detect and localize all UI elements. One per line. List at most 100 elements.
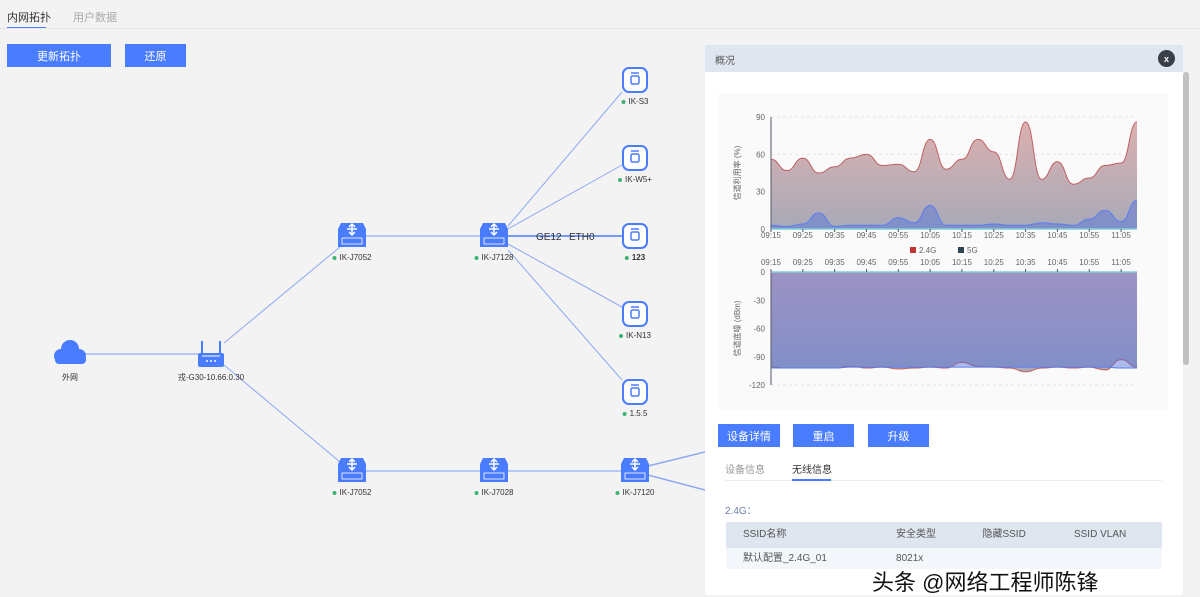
status-online-dot — [618, 177, 623, 182]
x-tick-label: 10:25 — [984, 231, 1005, 240]
status-online-dot — [615, 490, 620, 495]
legend-label[interactable]: 5G — [967, 246, 978, 255]
link-port-label-right: ETH0 — [569, 232, 595, 243]
y-axis-label: 信道底噪 (dBm) — [732, 300, 742, 356]
x-tick-label: 11:05 — [1111, 231, 1131, 240]
update-topology-button[interactable]: 更新拓扑 — [7, 44, 111, 67]
section-label-2-4g: 2.4G： — [725, 506, 757, 517]
watermark: 头条 @网络工程师陈锋 — [866, 571, 1105, 595]
node-label-switch: IK-J7052 — [332, 253, 372, 262]
area-5G — [771, 200, 1137, 229]
y-tick-label: -90 — [753, 353, 765, 362]
table-row[interactable]: 默认配置_2.4G_01 8021x — [726, 548, 1162, 569]
x-tick-label: 09:15 — [761, 231, 782, 240]
tab-intranet-topology[interactable]: 内网拓扑 — [7, 12, 51, 24]
node-label-ap: IK-S3 — [621, 97, 649, 106]
legend-swatch[interactable] — [910, 247, 916, 253]
node-label-ap: 1.5.5 — [622, 409, 647, 418]
x-tick-label: 10:15 — [952, 231, 973, 240]
status-online-dot — [332, 490, 337, 495]
table-cell: 默认配置_2.4G_01 — [743, 552, 827, 564]
legend-swatch[interactable] — [958, 247, 964, 253]
channel-charts: 0 30 60 90 信道利用率 (%) 09:15 09:25 09:35 09:45 09:5… — [732, 113, 1138, 390]
upgrade-button[interactable]: 升级 — [868, 424, 929, 447]
switch-icon[interactable] — [479, 222, 509, 248]
x-tick-label: 09:35 — [825, 258, 846, 267]
node-label-router: 戎-G30-10.66.0.30 — [177, 373, 245, 382]
legend-label[interactable]: 2.4G — [919, 246, 936, 255]
x-tick-label: 11:05 — [1111, 258, 1131, 267]
status-online-dot — [474, 490, 479, 495]
x-tick-label: 10:15 — [952, 258, 973, 267]
switch-icon[interactable] — [479, 457, 509, 483]
y-axis-label: 信道利用率 (%) — [732, 145, 742, 200]
panel-header: 概况 — [705, 45, 1183, 72]
node-label-switch: IK-J7128 — [474, 253, 514, 262]
x-tick-label: 09:45 — [856, 231, 877, 240]
access-point-icon[interactable] — [622, 379, 648, 405]
node-label-switch: IK-J7028 — [474, 488, 514, 497]
node-label-switch: IK-J7120 — [615, 488, 655, 497]
x-tick-label: 10:45 — [1047, 258, 1068, 267]
x-tick-label: 09:25 — [793, 231, 814, 240]
area-5G — [771, 272, 1137, 369]
status-online-dot — [621, 99, 626, 104]
y-tick-label: 60 — [756, 150, 765, 159]
switch-icon[interactable] — [337, 457, 367, 483]
x-tick-label: 10:55 — [1079, 258, 1100, 267]
status-online-dot — [332, 255, 337, 260]
topology-canvas: GE12 ETH0 — [54, 67, 705, 491]
cloud-icon[interactable] — [54, 340, 86, 364]
column-header: 隐藏SSID — [982, 529, 1026, 540]
access-point-icon[interactable] — [622, 67, 648, 93]
access-point-icon[interactable] — [622, 223, 648, 249]
area-2.4G — [771, 121, 1137, 229]
subtab-divider — [725, 480, 1162, 481]
topology-links — [85, 91, 705, 491]
table-cell — [1057, 548, 1162, 569]
node-label-ap: IK-W5+ — [618, 175, 652, 184]
restore-button[interactable]: 还原 — [125, 44, 186, 67]
x-tick-label: 10:05 — [920, 258, 941, 267]
node-label-ap: 123 — [624, 253, 645, 262]
x-tick-label: 09:25 — [793, 258, 814, 267]
close-button[interactable]: x — [1158, 50, 1175, 67]
tab-user-data[interactable]: 用户数据 — [73, 12, 117, 24]
y-tick-label: 30 — [756, 188, 765, 197]
status-online-dot — [622, 411, 627, 416]
x-tick-label: 10:45 — [1047, 231, 1068, 240]
subtab-wireless-info[interactable]: 无线信息 — [792, 465, 832, 476]
active-subtab-indicator — [792, 479, 831, 481]
overview-panel: 概况 x 0 30 60 90 信道利用率 (%) 09:15 09:25 09:35 09:4… — [705, 45, 1189, 595]
subtab-device-info[interactable]: 设备信息 — [725, 465, 765, 476]
access-point-icon[interactable] — [622, 145, 648, 171]
node-label-internet: 外网 — [62, 373, 78, 382]
x-tick-label: 09:35 — [825, 231, 846, 240]
line-5G — [771, 366, 1137, 369]
table-cell — [965, 548, 1057, 569]
node-label-ap: IK-N13 — [619, 331, 651, 340]
y-tick-label: -120 — [749, 381, 766, 390]
column-header: SSID名称 — [743, 529, 787, 540]
panel-title: 概况 — [715, 56, 735, 67]
node-label-switch: IK-J7052 — [332, 488, 372, 497]
area-2.4G — [771, 272, 1137, 372]
x-tick-label: 10:35 — [1016, 231, 1037, 240]
switch-icon[interactable] — [620, 457, 650, 483]
column-header: SSID VLAN — [1073, 529, 1127, 540]
column-header: 安全类型 — [896, 529, 937, 540]
reboot-button[interactable]: 重启 — [793, 424, 854, 447]
access-point-icon[interactable] — [622, 301, 648, 327]
scrollbar[interactable] — [1183, 72, 1189, 365]
table-cell: 8021x — [896, 552, 924, 564]
x-tick-label: 09:55 — [888, 258, 909, 267]
device-details-button[interactable]: 设备详情 — [718, 424, 780, 447]
x-tick-label: 10:55 — [1079, 231, 1100, 240]
switch-icon[interactable] — [337, 222, 367, 248]
status-online-dot — [624, 255, 629, 260]
x-tick-label: 09:55 — [888, 231, 909, 240]
y-tick-label: 0 — [761, 268, 766, 277]
router-icon[interactable] — [198, 341, 224, 367]
link-port-label-left: GE12 — [536, 232, 562, 243]
y-tick-label: -60 — [753, 325, 765, 334]
